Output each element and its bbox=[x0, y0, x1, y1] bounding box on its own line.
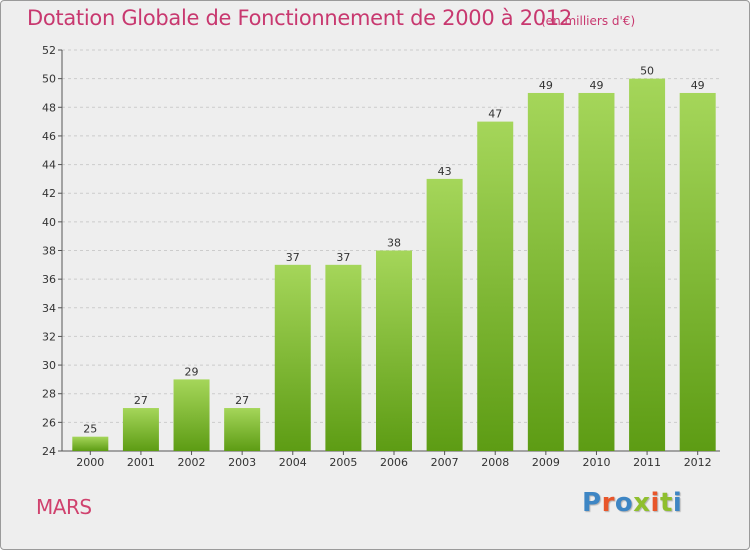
bar bbox=[629, 78, 666, 452]
x-tick-label: 2004 bbox=[279, 456, 307, 469]
bar bbox=[72, 436, 109, 451]
chart-unit: (en milliers d'€) bbox=[541, 14, 636, 28]
bar bbox=[679, 92, 716, 451]
x-tick-label: 2003 bbox=[228, 456, 256, 469]
y-tick-label: 42 bbox=[42, 187, 56, 200]
y-tick-label: 44 bbox=[42, 159, 56, 172]
commune-name: MARS bbox=[36, 495, 92, 519]
x-tick-label: 2011 bbox=[633, 456, 661, 469]
data-label: 43 bbox=[438, 165, 452, 178]
x-tick-label: 2012 bbox=[684, 456, 712, 469]
logo-letter: i bbox=[650, 488, 660, 518]
data-label: 49 bbox=[691, 79, 705, 92]
y-tick-label: 50 bbox=[42, 73, 56, 86]
y-tick-label: 28 bbox=[42, 388, 56, 401]
y-tick-label: 26 bbox=[42, 416, 56, 429]
data-label: 37 bbox=[336, 251, 350, 264]
bar bbox=[173, 379, 210, 451]
x-tick-label: 2007 bbox=[431, 456, 459, 469]
x-tick-label: 2000 bbox=[76, 456, 104, 469]
data-label: 47 bbox=[488, 108, 502, 121]
x-tick-label: 2010 bbox=[582, 456, 610, 469]
bar bbox=[527, 92, 564, 451]
data-label: 29 bbox=[185, 365, 199, 378]
proxiti-logo[interactable]: Proxiti bbox=[582, 488, 682, 518]
bar bbox=[376, 250, 412, 451]
data-label: 49 bbox=[589, 79, 603, 92]
x-tick-label: 2008 bbox=[481, 456, 509, 469]
data-label: 38 bbox=[387, 237, 401, 250]
bar bbox=[224, 408, 261, 451]
logo-letter: t bbox=[659, 488, 673, 518]
bar bbox=[578, 92, 615, 451]
logo-letter: i bbox=[672, 488, 683, 518]
y-tick-label: 24 bbox=[42, 445, 56, 458]
data-label: 49 bbox=[539, 79, 553, 92]
logo-letter: x bbox=[633, 488, 651, 518]
logo-letter: P bbox=[582, 488, 602, 518]
bar bbox=[325, 264, 362, 451]
bar bbox=[122, 408, 159, 451]
bar bbox=[274, 264, 311, 451]
x-tick-label: 2005 bbox=[329, 456, 357, 469]
x-tick-label: 2006 bbox=[380, 456, 408, 469]
data-label: 27 bbox=[134, 394, 148, 407]
plot-area: 24 26 28 30 32 34 36 38 40 42 44 46 48 50 52 2000 25 2001… bbox=[42, 44, 720, 469]
logo-letter: o bbox=[614, 488, 634, 518]
logo-letter: r bbox=[601, 488, 615, 518]
x-tick-label: 2001 bbox=[127, 456, 155, 469]
y-tick-label: 40 bbox=[42, 216, 56, 229]
y-tick-label: 36 bbox=[42, 273, 56, 286]
data-label: 50 bbox=[640, 65, 654, 78]
y-tick-label: 30 bbox=[42, 359, 56, 372]
data-label: 25 bbox=[83, 423, 97, 436]
y-tick-label: 48 bbox=[42, 101, 56, 114]
x-tick-label: 2009 bbox=[532, 456, 560, 469]
y-tick-label: 34 bbox=[42, 302, 56, 315]
y-tick-label: 32 bbox=[42, 330, 56, 343]
y-tick-label: 46 bbox=[42, 130, 56, 143]
y-tick-label: 52 bbox=[42, 44, 56, 57]
y-tick-label: 38 bbox=[42, 245, 56, 258]
data-label: 37 bbox=[286, 251, 300, 264]
bar bbox=[426, 178, 463, 451]
x-tick-label: 2002 bbox=[178, 456, 206, 469]
data-label: 27 bbox=[235, 394, 249, 407]
bar bbox=[477, 121, 514, 451]
chart-title: Dotation Globale de Fonctionnement de 20… bbox=[27, 6, 572, 30]
